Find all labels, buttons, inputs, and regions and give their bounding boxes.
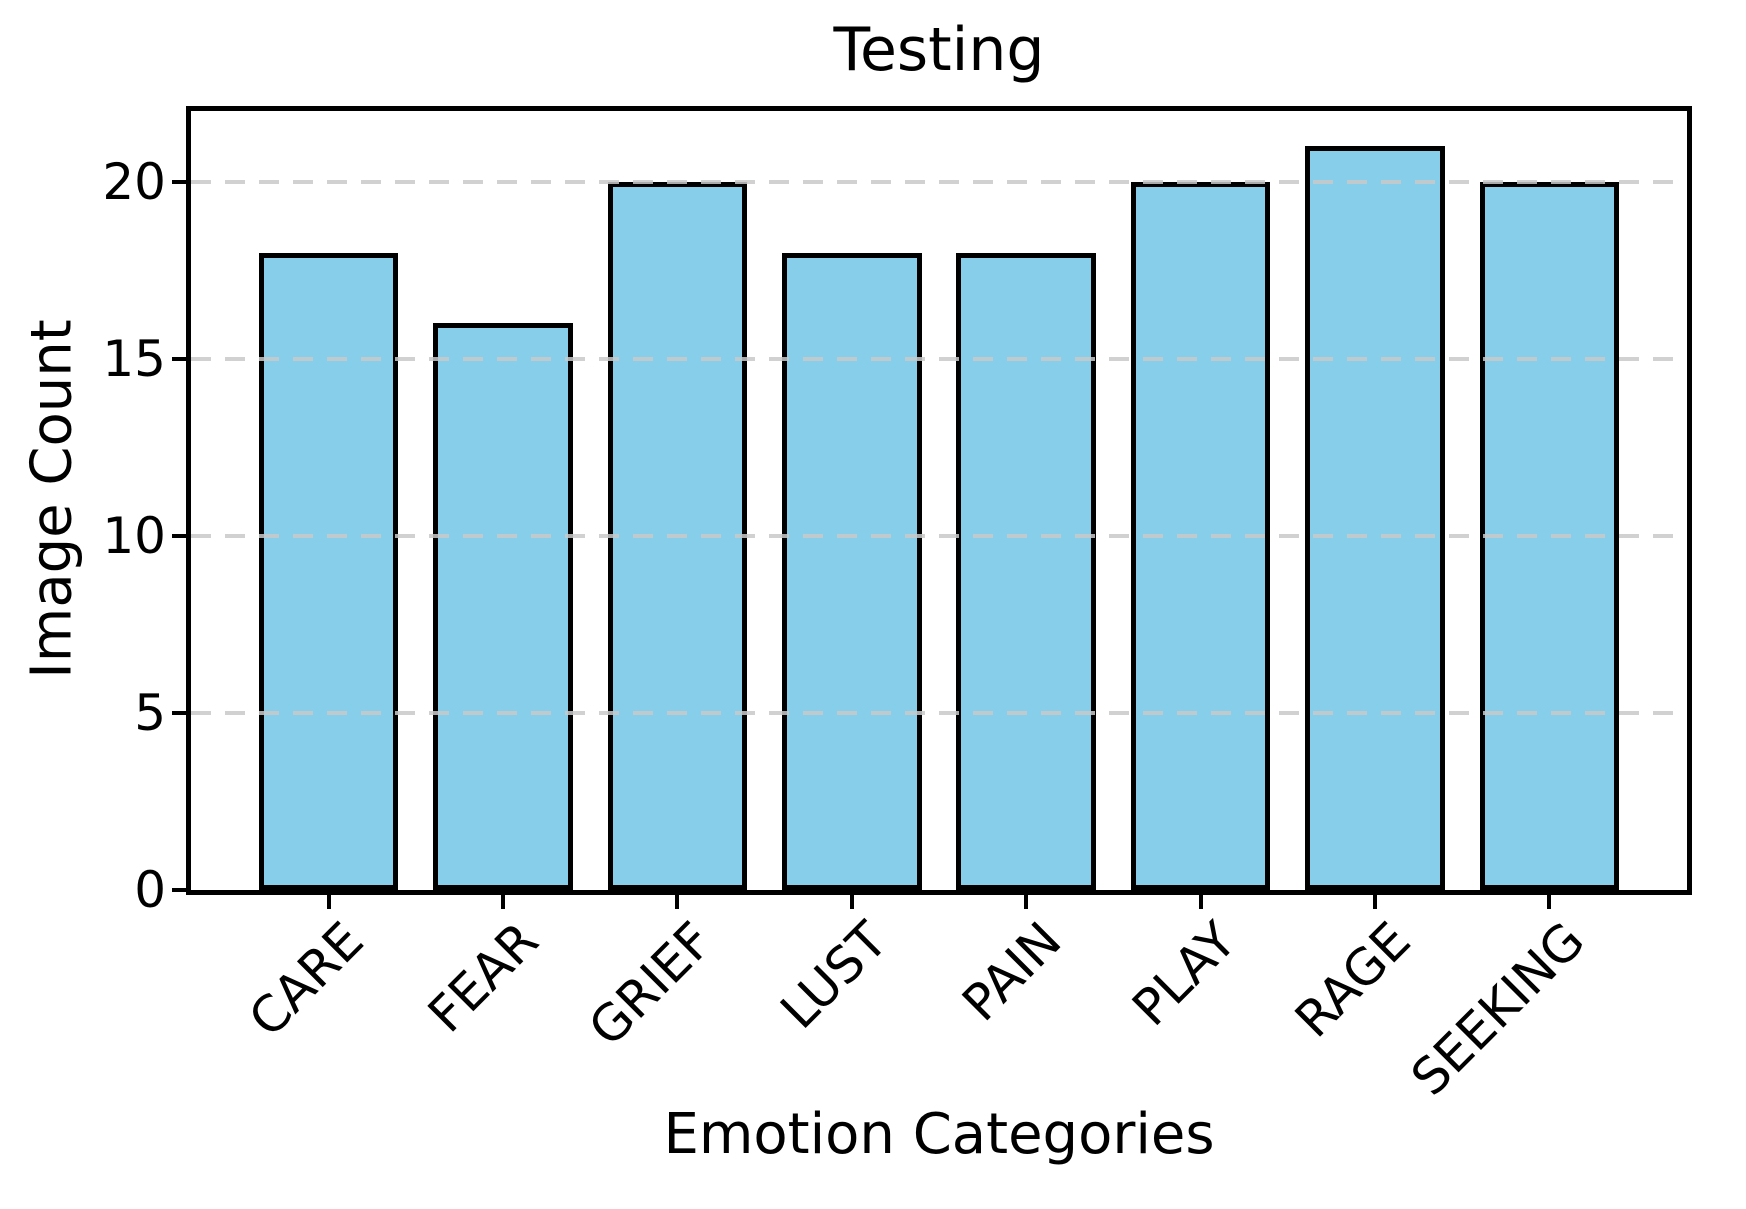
y-tick-label-5: 5: [134, 683, 166, 742]
x-tick-mark-pain: [1024, 895, 1029, 909]
y-tick-label-15: 15: [102, 329, 166, 388]
y-tick-mark-20: [172, 179, 186, 184]
bar-lust: [782, 253, 922, 890]
y-tick-label-0: 0: [134, 861, 166, 919]
gridline-y-10: [191, 533, 1687, 538]
bar-rage: [1305, 146, 1445, 890]
bar-seeking: [1479, 182, 1619, 890]
gridline-y-5: [191, 710, 1687, 715]
x-tick-label-text: PLAY: [1120, 911, 1247, 1038]
x-tick-mark-seeking: [1547, 895, 1552, 909]
x-tick-mark-play: [1198, 895, 1203, 909]
x-tick-mark-care: [326, 895, 331, 909]
y-tick-mark-5: [172, 710, 186, 715]
bar-play: [1130, 182, 1271, 890]
x-tick-label-text: GRIEF: [577, 911, 724, 1058]
bar-grief: [607, 182, 748, 890]
y-tick-label-10: 10: [102, 506, 166, 565]
bar-care: [259, 253, 399, 890]
bar-fear: [433, 323, 573, 890]
gridline-y-15: [191, 356, 1687, 361]
x-axis-label: Emotion Categories: [663, 1102, 1215, 1167]
x-tick-label-text: PAIN: [951, 911, 1073, 1033]
x-tick-mark-lust: [849, 895, 854, 909]
bar-pain: [956, 253, 1096, 890]
plot-area: 0 5 10 15 20 CARE FEAR GRIEF LUST PAIN PLAY RAGE SEE…: [102, 106, 1692, 1107]
y-tick-label-20: 20: [102, 152, 166, 211]
x-tick-mark-grief: [675, 895, 680, 909]
gridline-y-20: [191, 179, 1687, 184]
x-tick-label-text: FEAR: [416, 911, 550, 1044]
chart-title: Testing: [833, 15, 1045, 85]
x-tick-label-text: RAGE: [1283, 911, 1422, 1049]
y-tick-mark-10: [172, 533, 186, 538]
y-tick-mark-0: [172, 888, 186, 892]
x-tick-mark-fear: [501, 895, 506, 909]
y-tick-mark-15: [172, 356, 186, 361]
x-tick-label-text: CARE: [238, 911, 375, 1048]
x-tick-mark-rage: [1372, 895, 1377, 909]
x-tick-label-text: SEEKING: [1399, 911, 1596, 1107]
x-tick-label-text: LUST: [769, 911, 898, 1041]
